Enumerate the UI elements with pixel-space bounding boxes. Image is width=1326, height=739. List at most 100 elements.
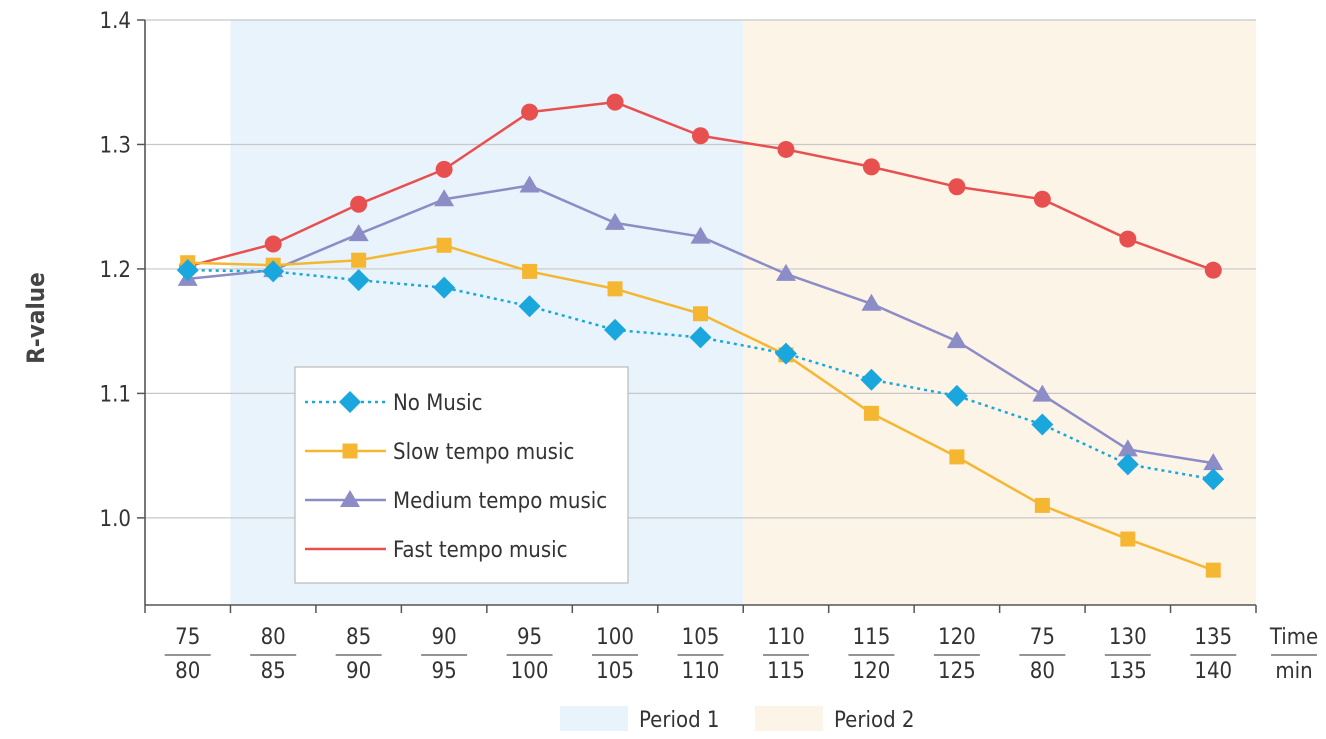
period-legend-item: Period 1	[560, 706, 720, 733]
data-point	[775, 263, 796, 281]
data-point	[348, 224, 369, 242]
legend-item: Medium tempo music	[305, 489, 607, 514]
data-point	[1034, 497, 1050, 513]
data-point	[1203, 453, 1224, 471]
data-point	[522, 263, 538, 279]
x-tick-label-bottom: 135	[1109, 659, 1147, 684]
data-point	[1204, 261, 1222, 279]
data-point	[350, 195, 368, 213]
series-no-music	[176, 259, 1225, 491]
data-point	[606, 93, 624, 111]
y-axis-ticks: 1.0 1.1 1.2 1.3 1.4	[100, 9, 145, 532]
series-slow-tempo-music	[180, 237, 1221, 578]
data-point	[435, 160, 453, 178]
x-tick-label-top: 120	[938, 625, 976, 650]
x-tick-label-bottom: 80	[175, 659, 200, 684]
legend: No Music Slow tempo music Medium tempo mus…	[294, 366, 629, 584]
data-point	[605, 212, 626, 230]
axes	[144, 20, 1256, 606]
x-tick-label-top: 135	[1194, 625, 1232, 650]
data-point	[1119, 230, 1137, 248]
data-point	[689, 326, 712, 349]
x-axis-unit-bottom: min	[1275, 659, 1312, 684]
x-tick-label-top: 75	[175, 625, 200, 650]
x-tick-label-bottom: 140	[1194, 659, 1232, 684]
legend-label: Slow tempo music	[393, 440, 574, 465]
period-legend-swatch	[560, 706, 628, 731]
y-tick-label: 1.1	[100, 382, 131, 407]
x-tick-label-top: 80	[261, 625, 286, 650]
period-legend-label: Period 1	[639, 708, 720, 733]
data-point	[433, 276, 456, 299]
data-point	[1202, 468, 1225, 491]
data-point	[434, 189, 455, 207]
x-tick-label-bottom: 90	[346, 659, 371, 684]
data-point	[521, 103, 539, 121]
data-point	[1205, 562, 1221, 578]
data-point	[945, 384, 968, 407]
x-tick-label-bottom: 80	[1030, 659, 1055, 684]
x-tick-label-top: 105	[682, 625, 720, 650]
x-tick-label-bottom: 105	[596, 659, 634, 684]
legend-item: Fast tempo music	[305, 538, 568, 563]
data-point	[948, 178, 966, 196]
data-point	[1031, 413, 1054, 436]
data-point	[1033, 190, 1051, 208]
x-tick-label-top: 110	[767, 625, 805, 650]
series-fast-tempo-music	[179, 93, 1222, 279]
legend-swatch-marker	[339, 391, 361, 413]
data-point	[690, 226, 711, 244]
x-tick-label-bottom: 95	[432, 659, 457, 684]
x-axis-unit-top: Time	[1269, 625, 1318, 650]
x-tick-label-bottom: 125	[938, 659, 976, 684]
data-point	[262, 260, 285, 283]
period-band-2	[743, 20, 1256, 605]
data-point	[347, 269, 370, 292]
legend-label: Medium tempo music	[393, 489, 607, 514]
period-legend: Period 1 Period 2	[560, 706, 915, 733]
y-tick-label: 1.2	[100, 258, 131, 283]
data-point	[774, 342, 797, 365]
y-axis-title: R-value	[22, 272, 50, 364]
x-tick-label-bottom: 100	[511, 659, 549, 684]
period-legend-label: Period 2	[834, 708, 915, 733]
x-tick-label-top: 130	[1109, 625, 1147, 650]
y-tick-label: 1.4	[100, 9, 131, 34]
data-point	[946, 331, 967, 349]
data-point	[692, 127, 709, 145]
data-point	[519, 175, 540, 193]
legend-item: No Music	[305, 391, 483, 416]
legend-swatch-marker	[342, 443, 358, 459]
data-point	[863, 405, 879, 421]
data-point	[862, 158, 880, 176]
x-tick-label-bottom: 85	[261, 659, 286, 684]
data-point	[264, 235, 282, 253]
period-legend-item: Period 2	[755, 706, 915, 733]
data-point	[1032, 384, 1053, 402]
x-axis-ticks: 75 80 80 85 85 90 90 95 95 100 100 105 105 110 110 115 1…	[144, 605, 1317, 684]
x-tick-label-top: 85	[346, 625, 371, 650]
data-point	[861, 293, 882, 311]
x-tick-label-top: 100	[596, 625, 634, 650]
data-point	[860, 368, 883, 391]
data-point	[351, 252, 367, 268]
period-legend-swatch	[755, 706, 823, 731]
legend-swatch-marker	[340, 490, 360, 507]
legend-label: No Music	[393, 391, 483, 416]
data-point	[518, 295, 541, 318]
data-point	[777, 140, 795, 158]
legend-item: Slow tempo music	[305, 440, 574, 465]
x-tick-label-top: 75	[1030, 625, 1055, 650]
y-tick-label: 1.3	[100, 133, 131, 158]
data-point	[1116, 453, 1139, 476]
data-point	[1117, 439, 1138, 457]
x-tick-label-top: 95	[517, 625, 542, 650]
y-tick-label: 1.0	[100, 507, 131, 532]
x-tick-label-bottom: 120	[853, 659, 891, 684]
series-layer	[176, 93, 1225, 578]
data-point	[1120, 531, 1136, 547]
data-point	[607, 281, 623, 297]
x-tick-label-bottom: 115	[767, 659, 805, 684]
data-point	[436, 237, 452, 253]
